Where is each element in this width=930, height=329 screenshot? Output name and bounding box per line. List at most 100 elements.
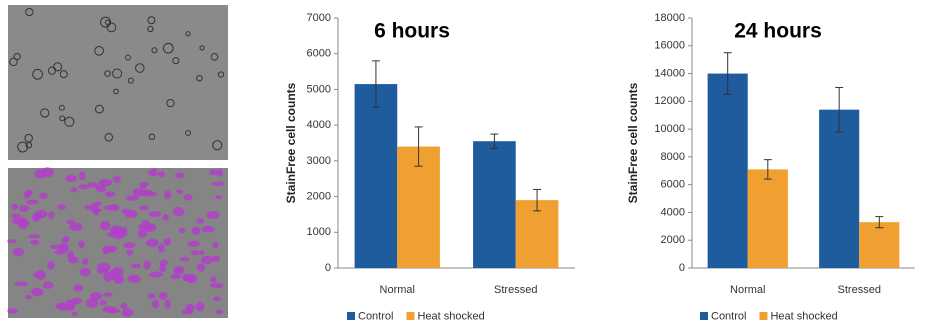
cell-blob: [163, 238, 171, 246]
cell-blob: [107, 309, 120, 314]
cell-blob: [25, 295, 32, 299]
cell-blob: [140, 226, 153, 231]
cell-blob: [146, 239, 159, 247]
cell-blob: [96, 184, 107, 192]
cell-blob: [210, 283, 223, 288]
legend-label: Heat shocked: [770, 310, 837, 322]
x-tick-label: Normal: [380, 284, 415, 296]
cell-blob: [71, 187, 78, 192]
cell-blob: [97, 269, 109, 274]
cell-blob: [57, 246, 68, 253]
cell-blob: [152, 300, 159, 309]
cell-blob: [31, 288, 43, 297]
cell-blob: [65, 175, 77, 182]
cell-blob: [179, 228, 186, 233]
cell-blob: [36, 210, 47, 218]
legend-swatch: [759, 312, 767, 320]
y-tick-label: 2000: [661, 234, 685, 246]
cell-blob: [180, 257, 190, 261]
cell-blob: [12, 248, 24, 256]
cell-blob: [78, 184, 89, 189]
legend-swatch: [700, 312, 708, 320]
cell-blob: [173, 207, 184, 217]
chart-title: 6 hours: [374, 20, 450, 43]
cell-blob: [69, 223, 82, 231]
cell-blob: [106, 246, 117, 251]
legend-label: Control: [711, 310, 746, 322]
cell-blob: [91, 208, 102, 212]
cell-blob: [11, 214, 22, 218]
cell-blob: [109, 270, 117, 280]
bar: [859, 222, 899, 268]
y-tick-label: 18000: [654, 12, 685, 24]
cell-blob: [177, 266, 184, 274]
cell-blob: [30, 240, 39, 245]
cell-blob: [196, 218, 204, 223]
y-tick-label: 4000: [307, 119, 331, 131]
legend-swatch: [406, 312, 414, 320]
y-tick-label: 6000: [661, 179, 685, 191]
cell-blob: [170, 274, 182, 279]
chart-title: 24 hours: [734, 20, 822, 43]
figure: 6 hours StainFree cell counts 0 1000 2000 300…: [0, 0, 930, 324]
cell-blob: [48, 211, 54, 219]
cell-blob: [28, 234, 40, 238]
y-tick-label: 16000: [654, 40, 685, 52]
cell-blob: [215, 195, 222, 199]
cell-blob: [34, 169, 46, 178]
cell-blob: [183, 274, 194, 282]
y-tick-label: 0: [325, 262, 331, 274]
cell-blob: [104, 205, 116, 211]
cell-blob: [57, 204, 66, 210]
cell-blob: [78, 241, 85, 249]
cell-blob: [215, 310, 223, 314]
cell-blob: [196, 263, 205, 271]
cell-blob: [212, 242, 218, 248]
cell-blob: [24, 191, 31, 199]
bar: [708, 74, 748, 268]
y-tick-label: 7000: [307, 12, 331, 24]
y-tick-label: 1000: [307, 226, 331, 238]
y-axis-label: StainFree cell counts: [284, 82, 298, 203]
cell-blob: [143, 261, 151, 270]
cell-blob: [163, 214, 169, 221]
x-tick-label: Stressed: [494, 284, 537, 296]
cell-blob: [11, 204, 18, 210]
cell-blob: [50, 245, 59, 249]
cell-blob: [187, 240, 199, 247]
cell-blob: [79, 172, 85, 180]
y-tick-label: 0: [679, 262, 685, 274]
cell-blob: [65, 306, 75, 311]
cell-blob: [140, 190, 146, 195]
cell-blob: [131, 264, 141, 269]
y-tick-label: 6000: [307, 48, 331, 60]
legend-label: Heat shocked: [417, 310, 484, 322]
cell-blob: [113, 176, 121, 183]
legend-swatch: [347, 312, 355, 320]
y-tick-label: 3000: [307, 155, 331, 167]
x-tick-label: Normal: [730, 284, 765, 296]
cell-blob: [56, 303, 65, 309]
cell-blob: [210, 276, 217, 282]
cell-blob: [7, 308, 18, 313]
cell-blob: [84, 205, 92, 210]
bar: [748, 169, 788, 268]
cell-blob: [12, 218, 23, 224]
cell-blob: [68, 256, 78, 263]
microscope-image: [8, 5, 228, 160]
cell-blob: [164, 300, 170, 309]
cell-blob: [159, 263, 165, 272]
y-tick-label: 8000: [661, 151, 685, 163]
cell-blob: [105, 191, 115, 197]
cell-blob: [61, 238, 68, 243]
cell-blob: [191, 226, 200, 235]
y-tick-label: 2000: [307, 190, 331, 202]
cell-blob: [212, 182, 225, 186]
y-tick-label: 5000: [307, 83, 331, 95]
cell-blob: [82, 258, 89, 265]
cell-blob: [71, 312, 77, 316]
cell-blob: [100, 221, 110, 230]
cell-blob: [99, 300, 106, 305]
cell-blob: [127, 275, 140, 283]
cell-blob: [140, 183, 147, 189]
